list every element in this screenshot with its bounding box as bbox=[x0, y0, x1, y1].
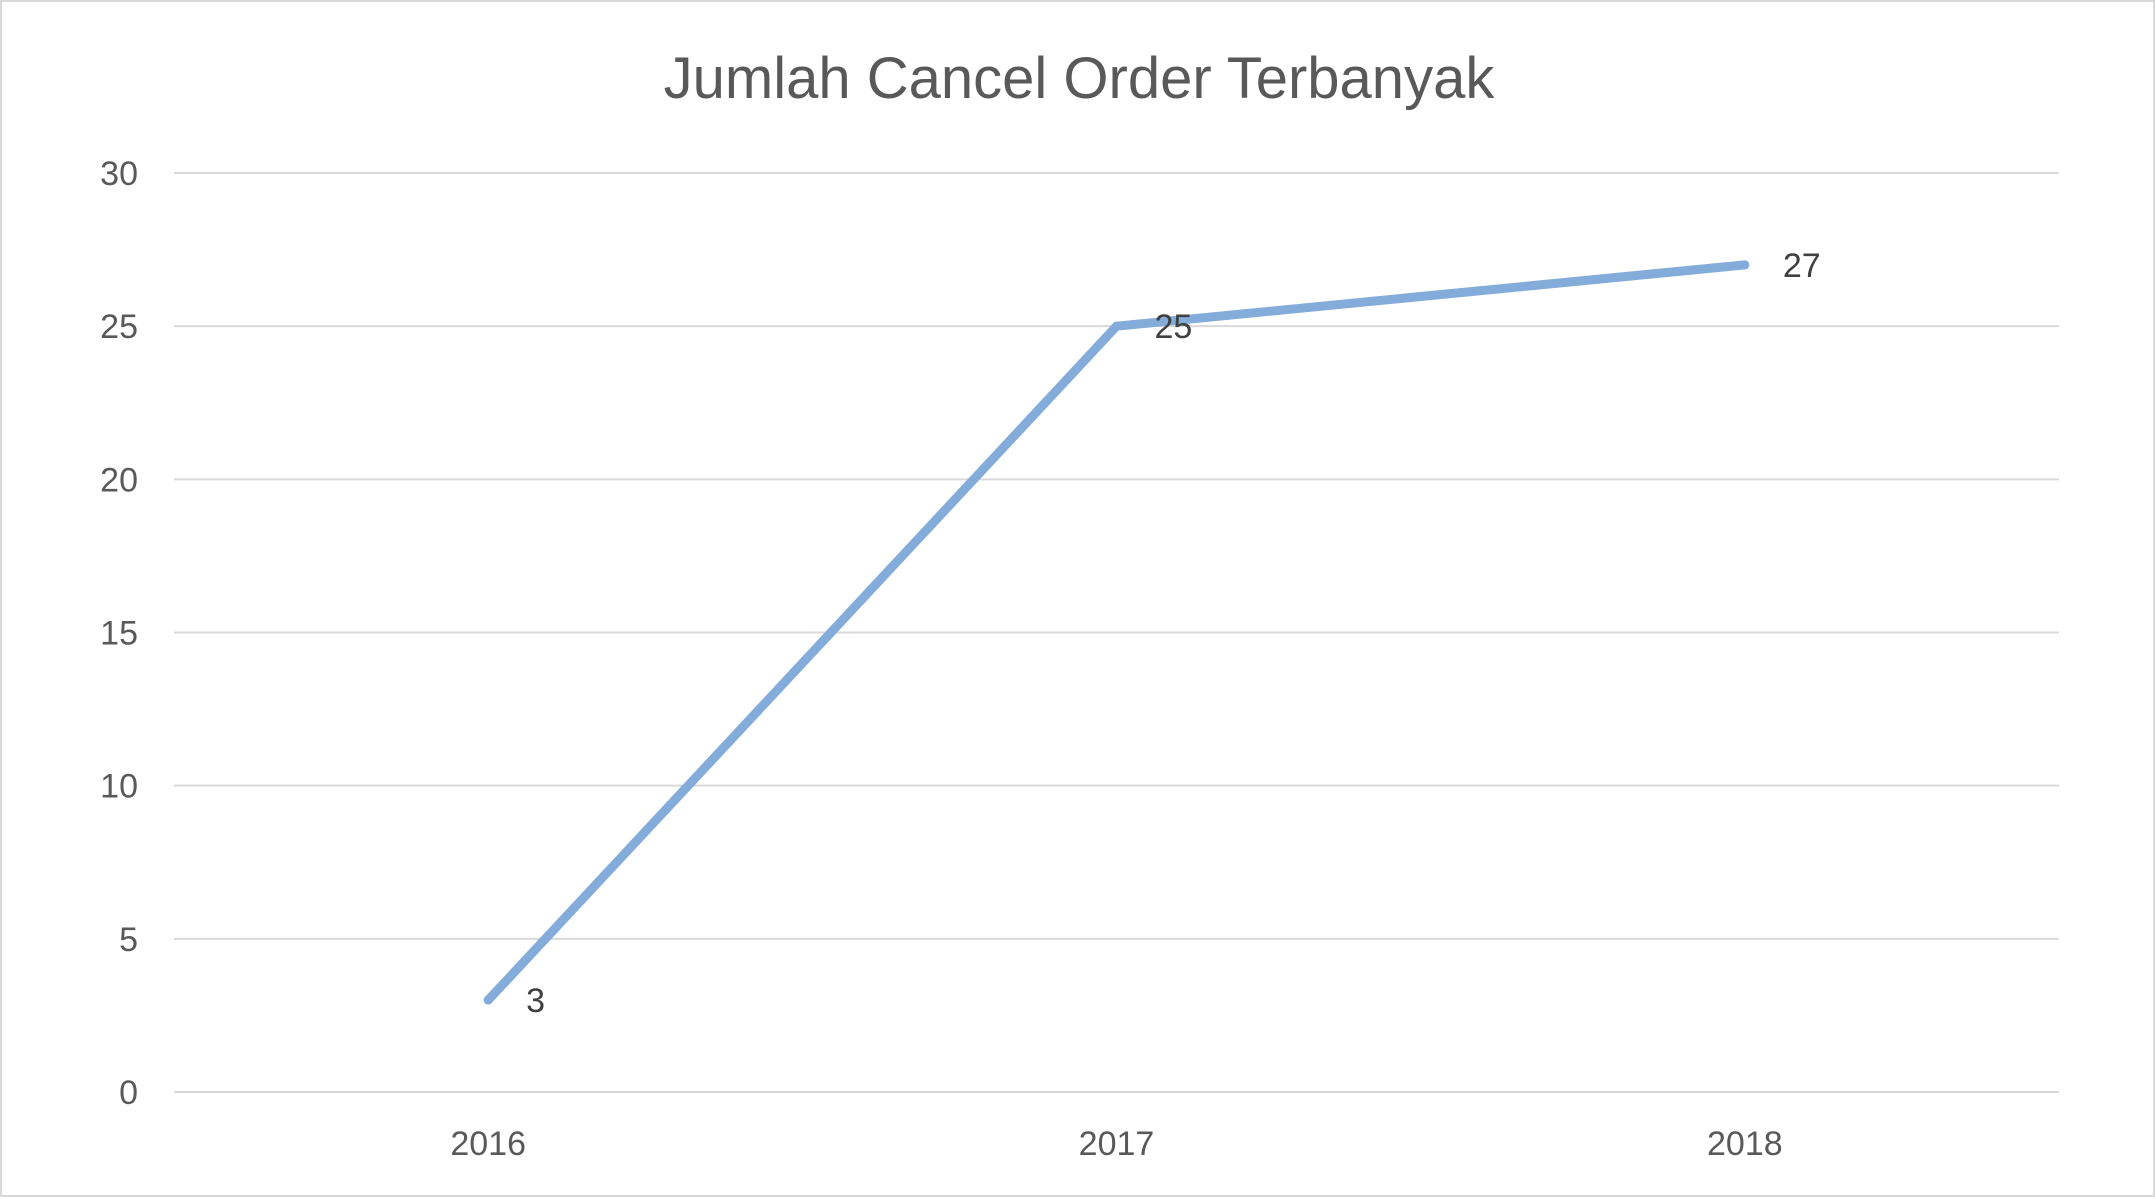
data-label: 25 bbox=[1155, 308, 1193, 346]
y-tick-label: 25 bbox=[100, 308, 138, 346]
data-label: 3 bbox=[526, 982, 545, 1020]
data-point bbox=[1740, 260, 1750, 270]
series-layer bbox=[483, 260, 1750, 1005]
y-tick-label: 30 bbox=[100, 155, 138, 193]
data-point bbox=[1112, 321, 1121, 331]
y-tick-label: 10 bbox=[100, 768, 138, 806]
x-tick-label: 2017 bbox=[1079, 1125, 1155, 1163]
y-tick-label: 0 bbox=[119, 1074, 138, 1112]
y-tick-label: 20 bbox=[100, 461, 138, 499]
y-axis-ticks: 0 5 10 15 20 25 30 bbox=[100, 155, 138, 1112]
y-tick-label: 15 bbox=[100, 615, 138, 653]
chart-title: Jumlah Cancel Order Terbanyak bbox=[664, 46, 1496, 111]
x-tick-label: 2018 bbox=[1707, 1125, 1783, 1163]
y-tick-label: 5 bbox=[119, 921, 138, 959]
data-labels: 3 25 27 bbox=[526, 247, 1820, 1020]
data-point bbox=[483, 995, 493, 1005]
gridlines bbox=[174, 172, 2059, 1093]
x-axis-ticks: 2016 2017 2018 bbox=[450, 1125, 1782, 1163]
data-label: 27 bbox=[1783, 247, 1821, 285]
x-tick-label: 2016 bbox=[450, 1125, 526, 1163]
